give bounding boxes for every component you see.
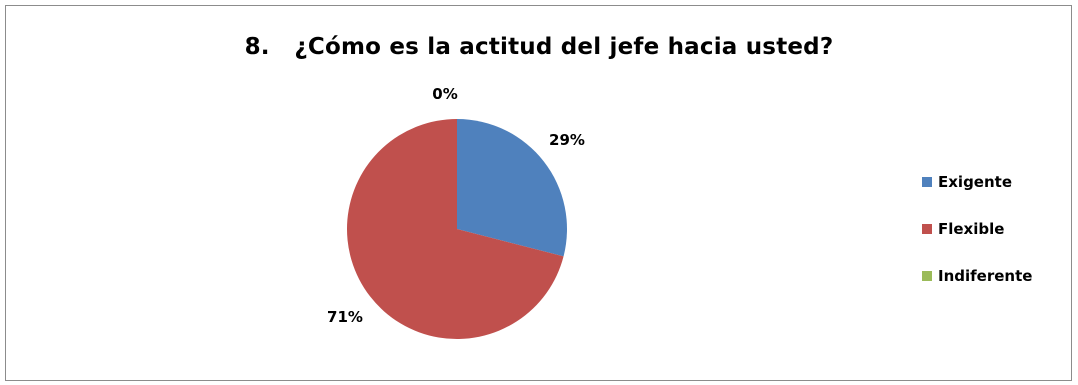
legend-label-exigente: Exigente <box>938 173 1012 191</box>
legend-item-indiferente: Indiferente <box>922 266 1032 286</box>
legend-label-flexible: Flexible <box>938 220 1005 238</box>
legend-swatch-flexible <box>922 224 932 234</box>
legend-swatch-exigente <box>922 177 932 187</box>
data-label-flexible: 71% <box>327 308 363 326</box>
data-label-exigente: 29% <box>549 131 585 149</box>
legend-item-flexible: Flexible <box>922 219 1032 239</box>
chart-title: 8. ¿Cómo es la actitud del jefe hacia us… <box>244 34 834 60</box>
legend: Exigente Flexible Indiferente <box>922 172 1032 313</box>
pie-slice-flexible <box>346 119 564 339</box>
legend-label-indiferente: Indiferente <box>938 267 1033 285</box>
legend-item-exigente: Exigente <box>922 172 1032 192</box>
data-label-indiferente: 0% <box>432 85 457 103</box>
pie-slice-exigente <box>457 119 567 257</box>
legend-swatch-indiferente <box>922 271 932 281</box>
